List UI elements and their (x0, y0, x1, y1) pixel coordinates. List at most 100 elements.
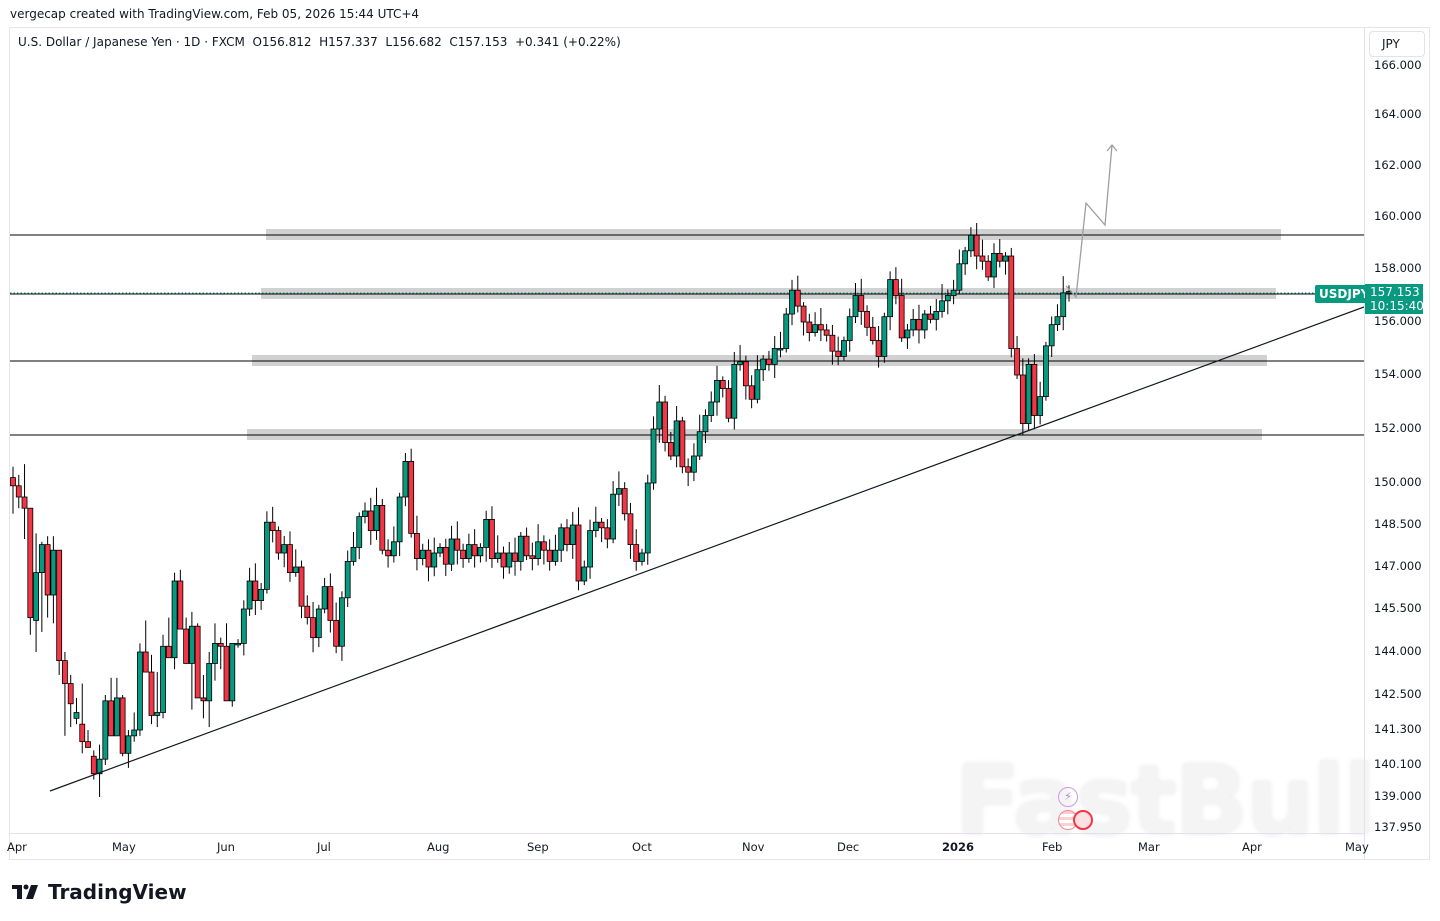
candle (598, 518, 605, 543)
candle (79, 683, 86, 754)
candle (517, 532, 524, 571)
candle (731, 351, 738, 430)
time-tick-label: Apr (7, 840, 27, 854)
projection-arrowhead-icon (1106, 143, 1118, 152)
price-tick-label: 156.000 (1374, 314, 1422, 328)
time-tick-label: Nov (742, 840, 765, 854)
candle (662, 395, 668, 452)
candle (985, 255, 992, 281)
candle (471, 529, 478, 568)
candle (927, 305, 934, 324)
price-axis[interactable]: 166.000 164.000 162.000 160.000 158.000 156.0… (1364, 28, 1431, 860)
price-tick-label: 145.500 (1374, 601, 1422, 615)
price-chart-canvas[interactable] (0, 0, 1364, 833)
candle (489, 506, 495, 568)
candle (1025, 358, 1032, 431)
last-price-tag: 157.153 10:15:40 (1365, 284, 1424, 314)
candle (898, 278, 905, 342)
candle (402, 453, 409, 507)
price-tick-label: 137.950 (1374, 820, 1422, 834)
candle (610, 481, 617, 544)
candle (852, 283, 859, 324)
time-axis[interactable]: Apr May Jun Jul Aug Sep Oct Nov Dec 2026 Feb Mar Apr… (7, 833, 1369, 861)
candle (685, 458, 692, 487)
candle (783, 307, 790, 353)
candle (108, 677, 114, 737)
candle (817, 307, 824, 342)
candle (979, 239, 986, 270)
candle (575, 507, 582, 591)
candle (558, 523, 565, 562)
price-tick-label: 152.000 (1374, 421, 1422, 435)
candle (448, 525, 455, 571)
candle (217, 637, 224, 670)
candle (991, 243, 997, 289)
candle (425, 539, 432, 582)
candle (287, 531, 293, 582)
candle (321, 577, 328, 614)
candle (944, 289, 951, 315)
candle (165, 617, 172, 659)
candle (500, 546, 507, 579)
candle (304, 595, 311, 625)
candle (390, 526, 397, 563)
candle (829, 324, 836, 365)
candle (933, 298, 940, 331)
candle (131, 712, 138, 742)
candle (702, 409, 709, 444)
fastbull-watermark: FastBull (955, 745, 1376, 857)
currency-selector[interactable]: JPY (1369, 31, 1425, 57)
candle (142, 620, 149, 673)
candle (102, 695, 109, 765)
projection-path (1065, 144, 1113, 299)
price-tick-label: 160.000 (1374, 209, 1422, 223)
lightning-event-icon[interactable]: ⚡ (1058, 787, 1078, 807)
jp-flag-event-icon[interactable] (1073, 810, 1093, 830)
candle (454, 521, 461, 565)
candle (269, 506, 276, 543)
candle (483, 510, 490, 562)
candle (183, 617, 190, 664)
candle (789, 279, 795, 326)
candle (315, 604, 322, 648)
candle (137, 643, 143, 736)
candle (742, 355, 749, 400)
candle (396, 492, 403, 557)
price-tick-label: 139.000 (1374, 789, 1422, 803)
candle (1014, 336, 1020, 380)
candle (15, 474, 22, 509)
candle (200, 674, 207, 719)
price-tick-label: 144.000 (1374, 644, 1422, 658)
candle (206, 652, 213, 728)
candle (581, 560, 588, 586)
tradingview-logo-icon (12, 884, 38, 899)
candle (714, 365, 720, 416)
candle (431, 537, 438, 577)
candle (298, 560, 305, 619)
price-tick-label: 141.300 (1374, 722, 1422, 736)
candle (691, 443, 697, 482)
candle (968, 227, 974, 258)
candle (437, 543, 443, 558)
candle (535, 524, 542, 566)
candle (1008, 247, 1015, 358)
candle (344, 550, 351, 608)
time-tick-label: May (1345, 840, 1369, 854)
candle (356, 512, 363, 560)
candle (679, 416, 686, 474)
candle (939, 284, 945, 318)
candle (512, 537, 518, 576)
bar-countdown: 10:15:40 (1370, 299, 1424, 313)
time-tick-label: Jun (217, 840, 235, 854)
candle (442, 538, 449, 576)
tradingview-logo[interactable]: TradingView (12, 880, 187, 904)
candle (604, 519, 611, 549)
candle (996, 239, 1003, 268)
candle (708, 391, 715, 422)
candle (673, 406, 680, 468)
candle (627, 502, 634, 559)
candle (887, 271, 894, 331)
symbol-legend[interactable]: U.S. Dollar / Japanese Yen · 1D · FXCM O… (18, 35, 621, 49)
candle (212, 623, 218, 681)
time-tick-label: Aug (427, 840, 450, 854)
